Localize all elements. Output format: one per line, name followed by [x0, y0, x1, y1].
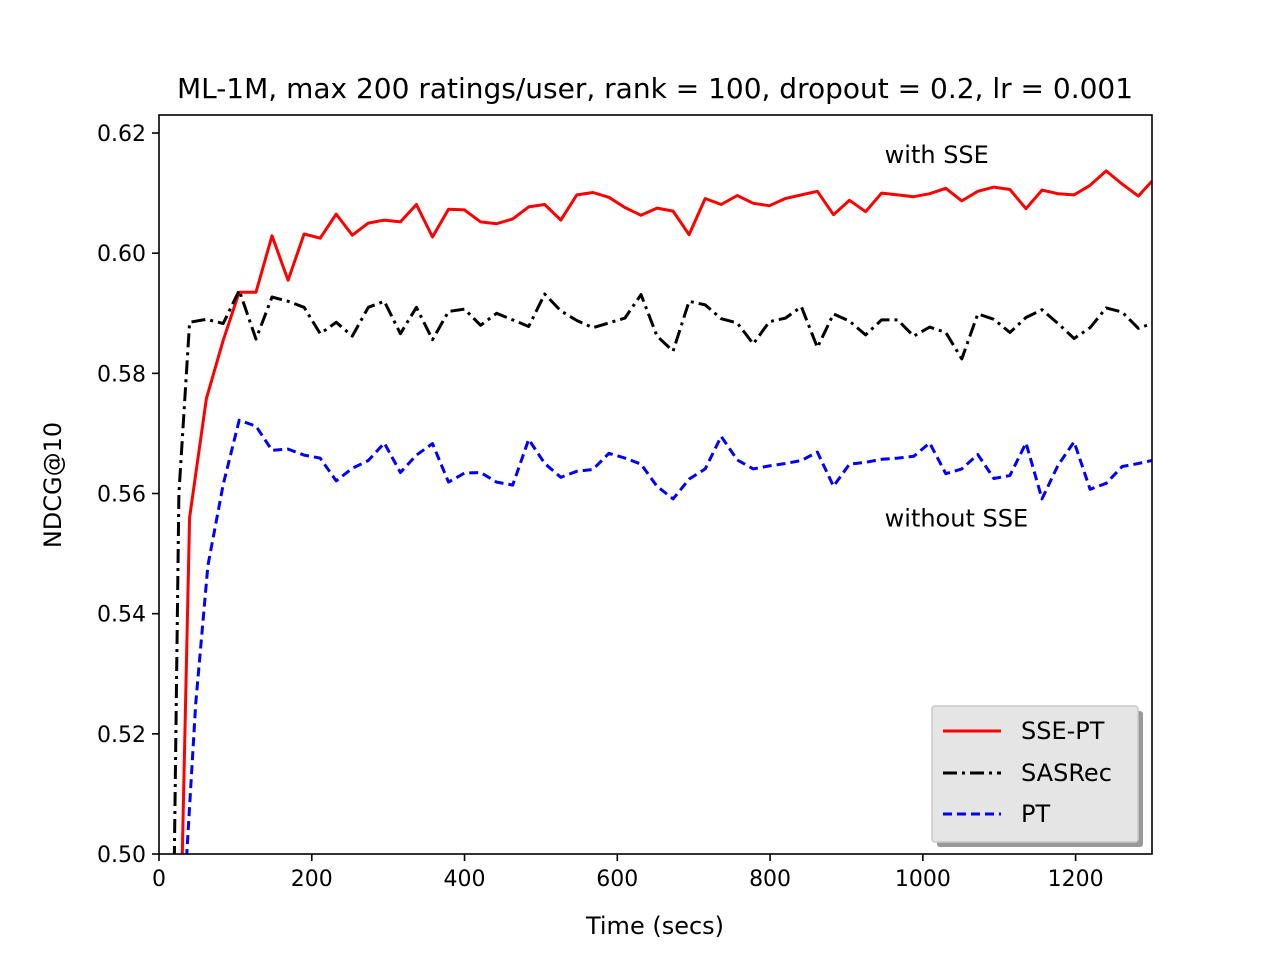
plot-area-frame — [158, 114, 1153, 855]
legend-label-sse-pt: SSE-PT — [1021, 717, 1105, 745]
y-axis-label: NDCG@10 — [39, 422, 67, 548]
series-line-pt — [185, 418, 1152, 854]
legend-label-sasrec: SASRec — [1021, 759, 1112, 787]
y-tick-label: 0.54 — [97, 603, 146, 628]
legend: SSE-PT SASRec PT — [931, 705, 1143, 847]
legend-box — [931, 705, 1139, 843]
y-tick-label: 0.50 — [97, 843, 146, 868]
annotation-with-sse: with SSE — [885, 141, 989, 169]
series-line-sasrec — [172, 288, 1152, 854]
y-tick-label: 0.56 — [97, 483, 146, 508]
chart-title: ML-1M, max 200 ratings/user, rank = 100,… — [177, 72, 1133, 105]
legend-label-pt: PT — [1021, 800, 1050, 828]
x-axis: 0 200 400 600 800 1000 1200 — [152, 854, 1104, 892]
x-tick-label: 0 — [152, 867, 166, 892]
x-tick-label: 800 — [749, 867, 791, 892]
y-tick-label: 0.62 — [97, 122, 146, 147]
annotation-without-sse: without SSE — [885, 505, 1028, 533]
series-line-sse-pt — [180, 169, 1152, 854]
x-tick-label: 1000 — [895, 867, 951, 892]
x-axis-label: Time (secs) — [585, 912, 724, 940]
series-layer — [172, 169, 1152, 854]
y-tick-label: 0.52 — [97, 723, 146, 748]
x-tick-label: 400 — [444, 867, 486, 892]
x-tick-label: 200 — [291, 867, 333, 892]
y-tick-label: 0.58 — [97, 362, 146, 387]
y-axis: 0.50 0.52 0.54 0.56 0.58 0.60 0.62 — [97, 122, 159, 868]
y-tick-label: 0.60 — [97, 242, 146, 267]
x-tick-label: 1200 — [1048, 867, 1104, 892]
x-tick-label: 600 — [596, 867, 638, 892]
